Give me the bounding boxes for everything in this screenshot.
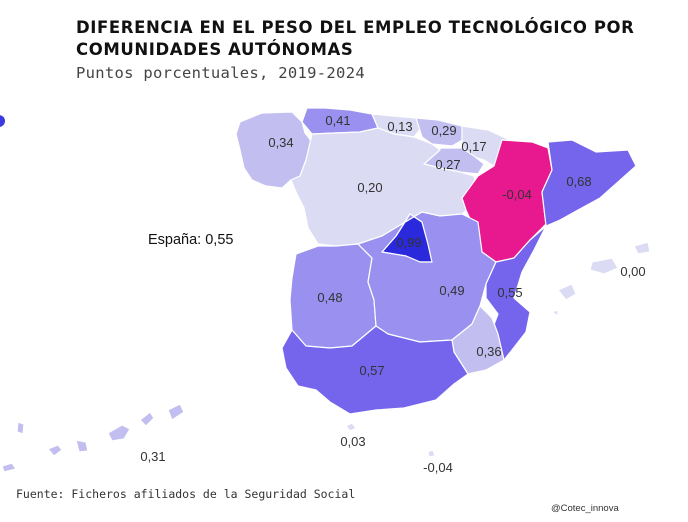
edge-marker-dot	[0, 115, 5, 127]
author-handle: @Cotec_innova	[551, 503, 619, 514]
value-label-pa-s-vasco: 0,29	[431, 123, 456, 138]
value-label-comunidad-valenciana: 0,55	[497, 285, 522, 300]
region-melilla	[427, 449, 436, 458]
value-label-navarra: 0,17	[461, 139, 486, 154]
region-cataluna	[541, 139, 637, 227]
map-title: DIFERENCIA EN EL PESO DEL EMPLEO TECNOLÓ…	[76, 18, 635, 59]
region-pais-vasco	[415, 117, 467, 147]
value-label-islas-baleares: 0,00	[620, 264, 645, 279]
region-value-labels: 0,34 0,41 0,13 0,29 0,170,27 0,20 -0,04 0,68 0,9…	[140, 113, 645, 475]
region-comunidad-valenciana	[485, 225, 547, 361]
region-canarias	[16, 421, 25, 435]
national-average-label: España: 0,55	[148, 232, 234, 248]
value-label-castilla-la-mancha: 0,49	[439, 283, 464, 298]
canarias-islands	[1, 403, 185, 473]
value-label-canarias: 0,31	[140, 449, 165, 464]
value-label-catalu-a: 0,68	[566, 174, 591, 189]
value-label-ceuta: 0,03	[340, 434, 365, 449]
value-label-cantabria: 0,13	[387, 119, 412, 134]
value-label-castilla-y-le-n: 0,20	[357, 180, 382, 195]
value-label-extremadura: 0,48	[317, 290, 342, 305]
value-label-madrid: 0,99	[396, 235, 421, 250]
region-castilla-la-mancha	[357, 211, 497, 343]
value-label-asturias: 0,41	[325, 113, 350, 128]
value-label-arag-n: -0,04	[502, 187, 532, 202]
region-ceuta	[345, 422, 357, 432]
value-label-galicia: 0,34	[268, 135, 293, 150]
value-label-melilla: -0,04	[423, 460, 453, 475]
value-label-andaluc-a: 0,57	[359, 363, 384, 378]
source-note: Fuente: Ficheros afiliados de la Segurid…	[16, 487, 356, 501]
value-label-la-rioja: 0,27	[435, 157, 460, 172]
region-islas-baleares	[551, 241, 651, 317]
map-subtitle: Puntos porcentuales, 2019-2024	[76, 64, 365, 82]
region-andalucia	[281, 325, 469, 415]
value-label-regi-n-de-murcia: 0,36	[476, 344, 501, 359]
